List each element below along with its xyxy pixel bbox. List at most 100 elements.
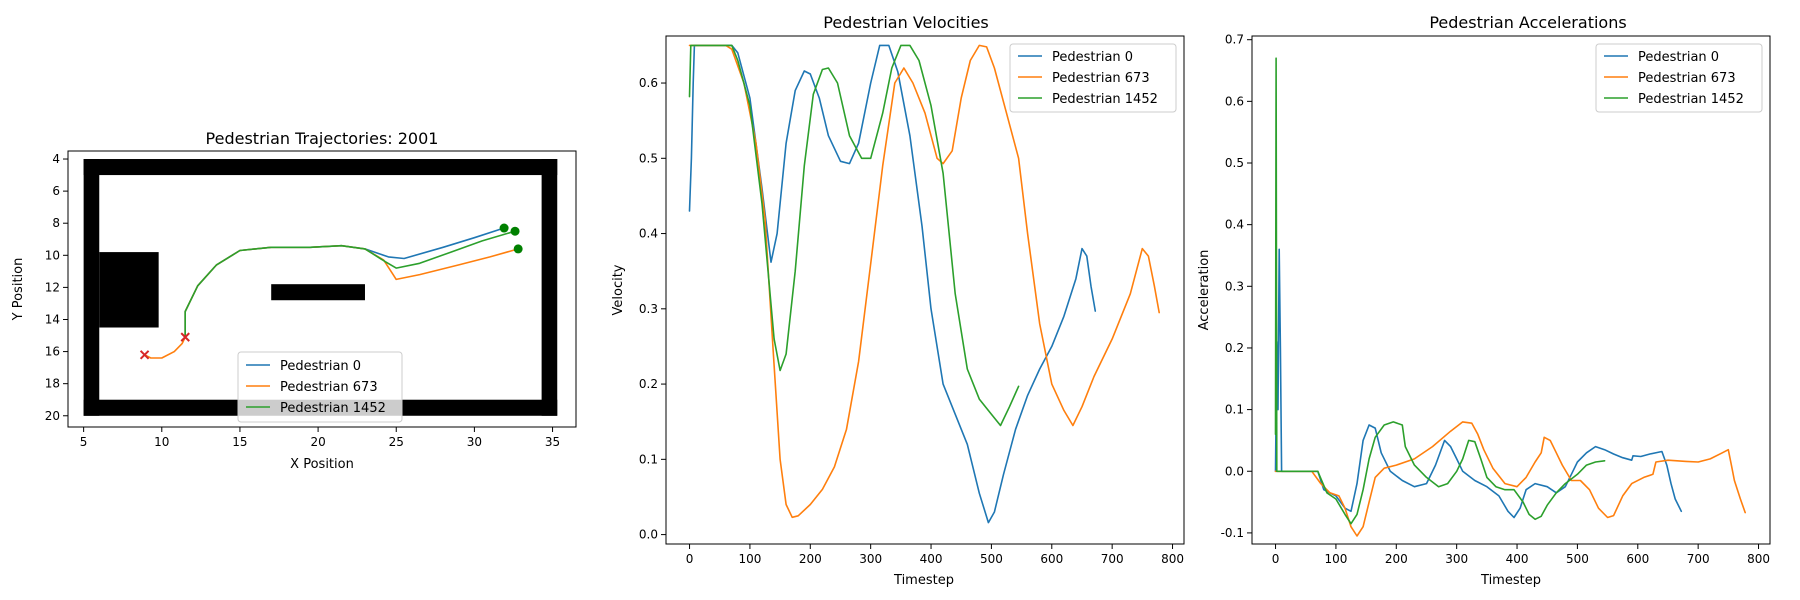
x-tick-label: 30: [467, 435, 482, 449]
y-tick-label: 0.2: [639, 377, 658, 391]
accelerations-y-ticks: -0.1 0.0 0.1 0.2 0.3 0.4 0.5 0.6 0.7: [1221, 33, 1252, 540]
trajectories-x-label: X Position: [290, 457, 354, 472]
y-tick-label: 16: [45, 345, 60, 359]
obstacle-5: [271, 284, 365, 301]
x-tick-label: 800: [1747, 552, 1770, 566]
legend-label-pedestrian-0: Pedestrian 0: [1052, 50, 1133, 65]
trajectories-axes-frame: [67, 150, 577, 428]
legend-label-pedestrian-1452: Pedestrian 1452: [1052, 92, 1158, 107]
x-tick-label: 10: [154, 435, 169, 449]
y-tick-label: 6: [52, 184, 60, 198]
velocities-x-label: Timestep: [893, 573, 954, 588]
series-line-pedestrian-1452: [688, 44, 1020, 427]
velocities-legend: Pedestrian 0 Pedestrian 673 Pedestrian 1…: [1009, 43, 1177, 113]
x-tick-label: 100: [1324, 552, 1347, 566]
legend-label-pedestrian-1452: Pedestrian 1452: [280, 401, 386, 416]
x-tick-label: 500: [1566, 552, 1589, 566]
y-tick-label: -0.1: [1221, 526, 1244, 540]
accelerations-x-ticks: 0 100 200 300 400 500 600 700 800: [1272, 544, 1770, 566]
series-line-pedestrian-1452: [184, 230, 516, 338]
y-tick-label: 0.5: [1225, 156, 1244, 170]
legend-label-pedestrian-0: Pedestrian 0: [1638, 50, 1719, 65]
x-tick-label: 500: [980, 552, 1003, 566]
y-tick-label: 20: [45, 409, 60, 423]
x-tick-label: 20: [310, 435, 325, 449]
y-tick-label: 0.3: [639, 302, 658, 316]
obstacle-4: [99, 252, 159, 328]
series-line-pedestrian-0: [1274, 248, 1683, 519]
legend-label-pedestrian-673: Pedestrian 673: [1638, 71, 1736, 86]
x-tick-label: 15: [232, 435, 247, 449]
velocities-y-ticks: 0.0 0.1 0.2 0.3 0.4 0.5 0.6: [639, 76, 666, 542]
velocities-legend-box: [1009, 43, 1177, 113]
trajectories-plot-area: [83, 159, 558, 416]
x-tick-label: 200: [799, 552, 822, 566]
x-tick-label: 300: [859, 552, 882, 566]
x-tick-label: 600: [1040, 552, 1063, 566]
legend-label-pedestrian-673: Pedestrian 673: [1052, 71, 1150, 86]
x-tick-label: 5: [80, 435, 88, 449]
x-tick-label: 25: [389, 435, 404, 449]
x-tick-label: 300: [1445, 552, 1468, 566]
obstacle-0: [83, 159, 558, 176]
y-tick-label: 0.3: [1225, 279, 1244, 293]
x-tick-label: 0: [686, 552, 694, 566]
start-marker-2: [513, 244, 523, 254]
y-tick-label: 0.2: [1225, 341, 1244, 355]
y-tick-label: 12: [45, 280, 60, 294]
velocities-y-label: Velocity: [611, 264, 626, 315]
x-tick-label: 0: [1272, 552, 1280, 566]
accelerations-plot-area: [1274, 57, 1746, 537]
y-tick-label: 0.1: [639, 452, 658, 466]
end-marker-1: [180, 332, 190, 342]
end-marker-0: [139, 350, 150, 360]
x-tick-label: 400: [1506, 552, 1529, 566]
accelerations-axes-frame: [1251, 35, 1771, 545]
y-tick-label: 0.5: [639, 151, 658, 165]
accelerations-legend: Pedestrian 0 Pedestrian 673 Pedestrian 1…: [1595, 43, 1763, 113]
legend-label-pedestrian-673: Pedestrian 673: [280, 380, 378, 395]
y-tick-label: 0.4: [1225, 218, 1244, 232]
y-tick-label: 0.7: [1225, 33, 1244, 47]
trajectories-title: Pedestrian Trajectories: 2001: [206, 129, 439, 148]
legend-label-pedestrian-0: Pedestrian 0: [280, 359, 361, 374]
y-tick-label: 4: [52, 152, 60, 166]
trajectories-legend: Pedestrian 0 Pedestrian 673 Pedestrian 1…: [237, 351, 403, 423]
series-line-pedestrian-673: [143, 244, 519, 359]
obstacle-3: [541, 159, 558, 416]
x-tick-label: 100: [738, 552, 761, 566]
velocities-axes-frame: [665, 35, 1185, 545]
series-line-pedestrian-1452: [1274, 57, 1606, 525]
velocities-x-ticks: 0 100 200 300 400 500 600 700 800: [686, 544, 1184, 566]
x-tick-label: 400: [920, 552, 943, 566]
accelerations-title: Pedestrian Accelerations: [1429, 13, 1626, 32]
velocities-plot-area: [688, 44, 1160, 524]
velocities-panel: Pedestrian Velocities 0 100 200 300 400 500 60…: [611, 13, 1185, 588]
x-tick-label: 800: [1161, 552, 1184, 566]
y-tick-label: 0.6: [1225, 94, 1244, 108]
legend-label-pedestrian-1452: Pedestrian 1452: [1638, 92, 1744, 107]
series-line-pedestrian-0: [184, 227, 505, 338]
accelerations-y-label: Acceleration: [1197, 250, 1212, 331]
x-tick-label: 600: [1626, 552, 1649, 566]
trajectories-legend-box: [237, 351, 403, 423]
y-tick-label: 10: [45, 248, 60, 262]
x-tick-label: 200: [1385, 552, 1408, 566]
y-tick-label: 0.4: [639, 227, 658, 241]
trajectories-y-label: Y Position: [11, 258, 26, 322]
x-tick-label: 700: [1687, 552, 1710, 566]
y-tick-label: 18: [45, 377, 60, 391]
y-tick-label: 0.6: [639, 76, 658, 90]
trajectories-x-ticks: 5 10 15 20 25 30 35: [80, 427, 560, 449]
y-tick-label: 0.0: [1225, 464, 1244, 478]
accelerations-legend-box: [1595, 43, 1763, 113]
y-tick-label: 0.1: [1225, 403, 1244, 417]
y-tick-label: 8: [52, 216, 60, 230]
start-marker-0: [499, 223, 509, 233]
x-tick-label: 700: [1101, 552, 1124, 566]
trajectories-panel: Pedestrian Trajectories: 2001 5 10 15 20 25 3…: [11, 129, 577, 472]
accelerations-panel: Pedestrian Accelerations 0 100 200 300 400 50…: [1197, 13, 1771, 588]
y-tick-label: 14: [45, 312, 60, 326]
series-line-pedestrian-673: [688, 44, 1160, 519]
